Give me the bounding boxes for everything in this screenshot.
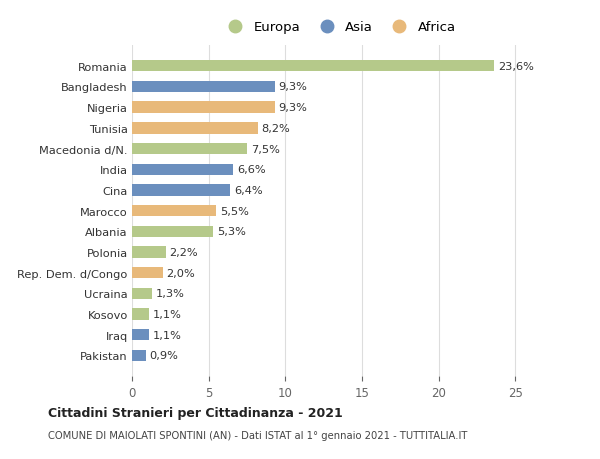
Text: 1,1%: 1,1%: [152, 309, 182, 319]
Bar: [132, 164, 233, 175]
Text: 6,4%: 6,4%: [234, 185, 263, 196]
Text: COMUNE DI MAIOLATI SPONTINI (AN) - Dati ISTAT al 1° gennaio 2021 - TUTTITALIA.IT: COMUNE DI MAIOLATI SPONTINI (AN) - Dati …: [48, 431, 467, 441]
Bar: [132, 123, 258, 134]
Bar: [132, 247, 166, 258]
Text: 2,0%: 2,0%: [167, 268, 195, 278]
Text: 6,6%: 6,6%: [237, 165, 266, 175]
Bar: [132, 82, 275, 93]
Bar: [132, 309, 149, 320]
Bar: [132, 185, 230, 196]
Text: 1,1%: 1,1%: [152, 330, 182, 340]
Text: Cittadini Stranieri per Cittadinanza - 2021: Cittadini Stranieri per Cittadinanza - 2…: [48, 406, 343, 419]
Bar: [132, 144, 247, 155]
Text: 9,3%: 9,3%: [278, 103, 307, 113]
Text: 0,9%: 0,9%: [149, 351, 179, 361]
Text: 2,2%: 2,2%: [170, 247, 198, 257]
Bar: [132, 61, 494, 72]
Text: 5,3%: 5,3%: [217, 227, 246, 237]
Bar: [132, 102, 275, 113]
Text: 7,5%: 7,5%: [251, 144, 280, 154]
Bar: [132, 206, 217, 217]
Bar: [132, 288, 152, 299]
Text: 8,2%: 8,2%: [262, 123, 290, 134]
Text: 23,6%: 23,6%: [498, 62, 533, 72]
Text: 9,3%: 9,3%: [278, 82, 307, 92]
Bar: [132, 268, 163, 279]
Bar: [132, 330, 149, 341]
Legend: Europa, Asia, Africa: Europa, Asia, Africa: [217, 16, 461, 39]
Text: 5,5%: 5,5%: [220, 206, 249, 216]
Bar: [132, 226, 213, 237]
Bar: [132, 350, 146, 361]
Text: 1,3%: 1,3%: [156, 289, 185, 299]
